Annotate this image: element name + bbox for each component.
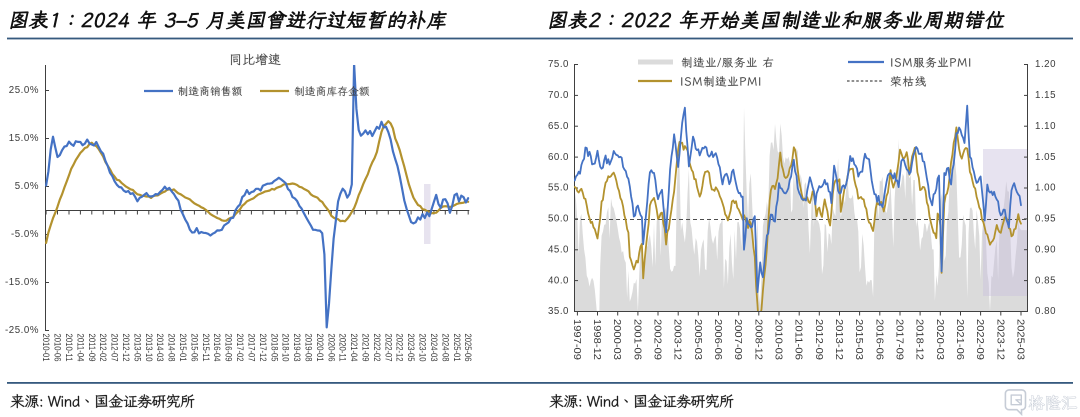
svg-text:2025-01: 2025-01 — [452, 334, 462, 362]
svg-text:5.0%: 5.0% — [15, 181, 39, 192]
svg-text:2020-03: 2020-03 — [934, 319, 945, 360]
svg-text:2022-12: 2022-12 — [395, 334, 405, 362]
svg-text:2012-09: 2012-09 — [813, 319, 824, 360]
svg-text:2016-04: 2016-04 — [212, 334, 222, 362]
svg-text:0.80: 0.80 — [1035, 306, 1056, 317]
svg-text:2020-06: 2020-06 — [326, 334, 336, 362]
svg-text:2002-09: 2002-09 — [652, 319, 663, 360]
svg-text:2010-06: 2010-06 — [53, 334, 63, 362]
svg-text:2008-12: 2008-12 — [752, 319, 763, 360]
svg-text:75.0: 75.0 — [548, 59, 569, 70]
svg-text:2024-03: 2024-03 — [429, 334, 439, 362]
svg-text:2005-03: 2005-03 — [692, 319, 703, 360]
svg-text:2022-02: 2022-02 — [372, 334, 382, 362]
svg-text:2016-09: 2016-09 — [224, 334, 234, 362]
svg-text:0.85: 0.85 — [1035, 275, 1056, 286]
svg-text:15.0%: 15.0% — [9, 133, 39, 144]
svg-text:2003-12: 2003-12 — [672, 319, 683, 360]
svg-text:2017-07: 2017-07 — [246, 334, 256, 362]
svg-text:2023-10: 2023-10 — [418, 334, 428, 362]
svg-text:2019-08: 2019-08 — [304, 334, 314, 362]
svg-text:2013-10: 2013-10 — [144, 334, 154, 362]
svg-text:2016-06: 2016-06 — [873, 319, 884, 360]
svg-text:2021-06: 2021-06 — [954, 319, 965, 360]
svg-text:1997-09: 1997-09 — [571, 319, 582, 360]
svg-text:2010-03: 2010-03 — [773, 319, 784, 360]
svg-text:25.0%: 25.0% — [9, 85, 39, 96]
svg-text:2015-06: 2015-06 — [189, 334, 199, 362]
svg-text:2023-12: 2023-12 — [994, 319, 1005, 360]
svg-text:2015-01: 2015-01 — [178, 334, 188, 362]
svg-text:2019-03: 2019-03 — [292, 334, 302, 362]
svg-text:45.0: 45.0 — [548, 244, 569, 255]
svg-text:50.0: 50.0 — [548, 214, 569, 225]
svg-text:2012-07: 2012-07 — [110, 334, 120, 362]
svg-text:65.0: 65.0 — [548, 121, 569, 132]
svg-text:2010-01: 2010-01 — [41, 334, 51, 362]
svg-text:2017-09: 2017-09 — [894, 319, 905, 360]
svg-text:2018-12: 2018-12 — [914, 319, 925, 360]
svg-text:2020-11: 2020-11 — [338, 334, 348, 362]
svg-text:-5.0%: -5.0% — [11, 229, 39, 240]
svg-text:2006-06: 2006-06 — [712, 319, 723, 360]
svg-text:2013-05: 2013-05 — [132, 334, 142, 362]
svg-text:0.95: 0.95 — [1035, 214, 1056, 225]
svg-text:-15.0%: -15.0% — [5, 277, 39, 288]
svg-text:2021-09: 2021-09 — [361, 334, 371, 362]
svg-text:2010-11: 2010-11 — [64, 334, 74, 362]
svg-text:1998-12: 1998-12 — [591, 319, 602, 360]
svg-text:1.00: 1.00 — [1035, 183, 1056, 194]
svg-text:40.0: 40.0 — [548, 275, 569, 286]
svg-text:2012-12: 2012-12 — [121, 334, 131, 362]
svg-text:1.05: 1.05 — [1035, 152, 1056, 163]
svg-text:2024-08: 2024-08 — [440, 334, 450, 362]
svg-text:2012-02: 2012-02 — [98, 334, 108, 362]
svg-text:70.0: 70.0 — [548, 90, 569, 101]
svg-text:35.0: 35.0 — [548, 306, 569, 317]
svg-text:1.20: 1.20 — [1035, 59, 1056, 70]
svg-text:2011-09: 2011-09 — [87, 334, 97, 362]
svg-text:2007-09: 2007-09 — [732, 319, 743, 360]
svg-text:2015-03: 2015-03 — [853, 319, 864, 360]
svg-text:2020-01: 2020-01 — [315, 334, 325, 362]
svg-text:2014-08: 2014-08 — [167, 334, 177, 362]
svg-text:2001-06: 2001-06 — [631, 319, 642, 360]
svg-text:2017-02: 2017-02 — [235, 334, 245, 362]
svg-text:2017-12: 2017-12 — [258, 334, 268, 362]
svg-text:-25.0%: -25.0% — [5, 325, 39, 336]
svg-text:60.0: 60.0 — [548, 152, 569, 163]
svg-text:2025-06: 2025-06 — [463, 334, 473, 362]
svg-text:2023-05: 2023-05 — [406, 334, 416, 362]
svg-text:2018-05: 2018-05 — [269, 334, 279, 362]
svg-text:2011-04: 2011-04 — [75, 334, 85, 362]
svg-text:2022-09: 2022-09 — [974, 319, 985, 360]
svg-text:2013-12: 2013-12 — [833, 319, 844, 360]
svg-text:2018-10: 2018-10 — [281, 334, 291, 362]
svg-text:2025-03: 2025-03 — [1015, 319, 1026, 360]
svg-text:2021-04: 2021-04 — [349, 334, 359, 362]
svg-text:1.10: 1.10 — [1035, 121, 1056, 132]
svg-text:2022-07: 2022-07 — [383, 334, 393, 362]
svg-text:55.0: 55.0 — [548, 183, 569, 194]
svg-text:0.90: 0.90 — [1035, 244, 1056, 255]
svg-text:2000-03: 2000-03 — [611, 319, 622, 360]
svg-text:2011-06: 2011-06 — [793, 319, 804, 360]
svg-text:2014-03: 2014-03 — [155, 334, 165, 362]
svg-text:1.15: 1.15 — [1035, 90, 1056, 101]
svg-text:2015-11: 2015-11 — [201, 334, 211, 362]
